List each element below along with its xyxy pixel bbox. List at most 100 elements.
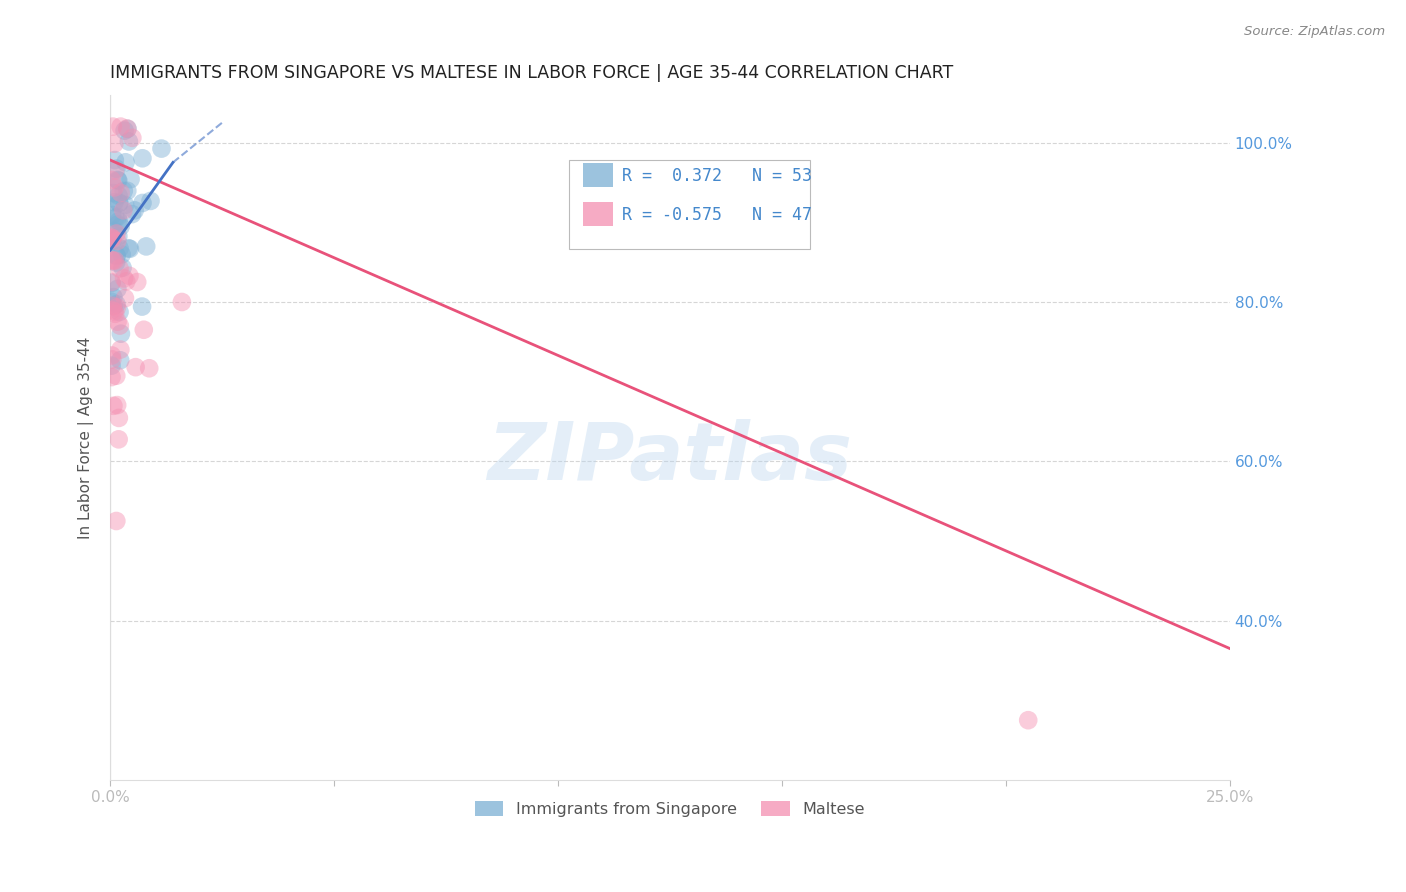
Point xyxy=(105,255,128,269)
Point xyxy=(107,433,129,447)
Point xyxy=(115,121,138,136)
Point xyxy=(105,249,128,263)
Point xyxy=(101,234,124,248)
Text: R =  0.372   N = 53: R = 0.372 N = 53 xyxy=(621,167,811,185)
Point xyxy=(105,282,128,296)
Point xyxy=(107,214,129,228)
Point xyxy=(107,173,129,187)
Point xyxy=(103,136,125,151)
Point xyxy=(100,231,122,245)
Point xyxy=(103,253,125,268)
Point xyxy=(104,211,127,225)
Point xyxy=(118,242,141,256)
Point xyxy=(124,203,146,218)
Point xyxy=(112,271,135,285)
Point xyxy=(108,305,131,319)
Point xyxy=(103,195,125,210)
Point xyxy=(105,227,128,241)
Point xyxy=(105,297,128,311)
Point xyxy=(139,194,162,208)
Point xyxy=(107,173,129,187)
Point xyxy=(111,247,134,261)
Point xyxy=(132,323,155,337)
Point xyxy=(101,120,124,134)
Point xyxy=(107,188,129,202)
Point xyxy=(101,349,124,363)
Point xyxy=(110,219,132,234)
Point xyxy=(101,352,124,367)
Point xyxy=(124,360,146,375)
Point xyxy=(118,268,141,283)
Point xyxy=(127,275,149,289)
Point xyxy=(107,229,129,244)
Point xyxy=(100,173,122,187)
Point xyxy=(107,218,129,232)
Point xyxy=(131,300,153,314)
Point xyxy=(108,242,131,256)
Point xyxy=(112,184,135,198)
Point xyxy=(110,326,132,341)
Point xyxy=(108,261,131,276)
Point xyxy=(104,163,127,178)
Point xyxy=(121,207,143,221)
Point xyxy=(131,151,153,165)
Point xyxy=(103,224,125,238)
Point xyxy=(121,131,143,145)
Point xyxy=(103,304,125,318)
Point xyxy=(101,208,124,222)
Point xyxy=(104,153,127,167)
Point xyxy=(114,123,136,137)
FancyBboxPatch shape xyxy=(582,162,613,186)
Point xyxy=(104,307,127,321)
Point xyxy=(114,198,136,212)
Y-axis label: In Labor Force | Age 35-44: In Labor Force | Age 35-44 xyxy=(79,336,94,539)
Point xyxy=(101,299,124,313)
Point xyxy=(135,239,157,253)
Point xyxy=(105,368,128,383)
Legend: Immigrants from Singapore, Maltese: Immigrants from Singapore, Maltese xyxy=(468,795,872,823)
Point xyxy=(110,186,132,200)
Point xyxy=(105,234,128,248)
Point xyxy=(104,253,127,268)
Text: ZIPatlas: ZIPatlas xyxy=(488,419,852,497)
Point xyxy=(110,343,132,357)
Point xyxy=(117,184,139,198)
Point xyxy=(108,195,131,210)
Point xyxy=(101,232,124,246)
Point xyxy=(117,241,139,255)
Point xyxy=(100,276,122,290)
Point xyxy=(100,230,122,244)
Point xyxy=(107,210,129,224)
Point xyxy=(118,135,141,149)
Point xyxy=(103,186,125,200)
Point xyxy=(1017,713,1039,727)
Point xyxy=(105,248,128,262)
FancyBboxPatch shape xyxy=(582,202,613,226)
Point xyxy=(108,411,131,425)
Point xyxy=(108,318,131,333)
Text: Source: ZipAtlas.com: Source: ZipAtlas.com xyxy=(1244,25,1385,38)
Point xyxy=(111,260,134,275)
Point xyxy=(105,398,128,412)
Point xyxy=(100,359,122,373)
Point xyxy=(105,514,128,528)
Point xyxy=(103,290,125,304)
Point xyxy=(103,399,125,413)
Point xyxy=(120,172,142,186)
Point xyxy=(100,232,122,246)
Point xyxy=(114,291,136,305)
FancyBboxPatch shape xyxy=(569,160,810,249)
Text: IMMIGRANTS FROM SINGAPORE VS MALTESE IN LABOR FORCE | AGE 35-44 CORRELATION CHAR: IMMIGRANTS FROM SINGAPORE VS MALTESE IN … xyxy=(110,64,953,82)
Point xyxy=(103,180,125,194)
Point xyxy=(114,155,136,169)
Point xyxy=(108,353,131,368)
Point xyxy=(105,301,128,315)
Point xyxy=(138,361,160,376)
Point xyxy=(105,161,128,176)
Point xyxy=(112,203,135,218)
Point xyxy=(150,142,173,156)
Point xyxy=(100,253,122,268)
Point xyxy=(100,370,122,384)
Point xyxy=(170,295,193,310)
Point xyxy=(107,315,129,329)
